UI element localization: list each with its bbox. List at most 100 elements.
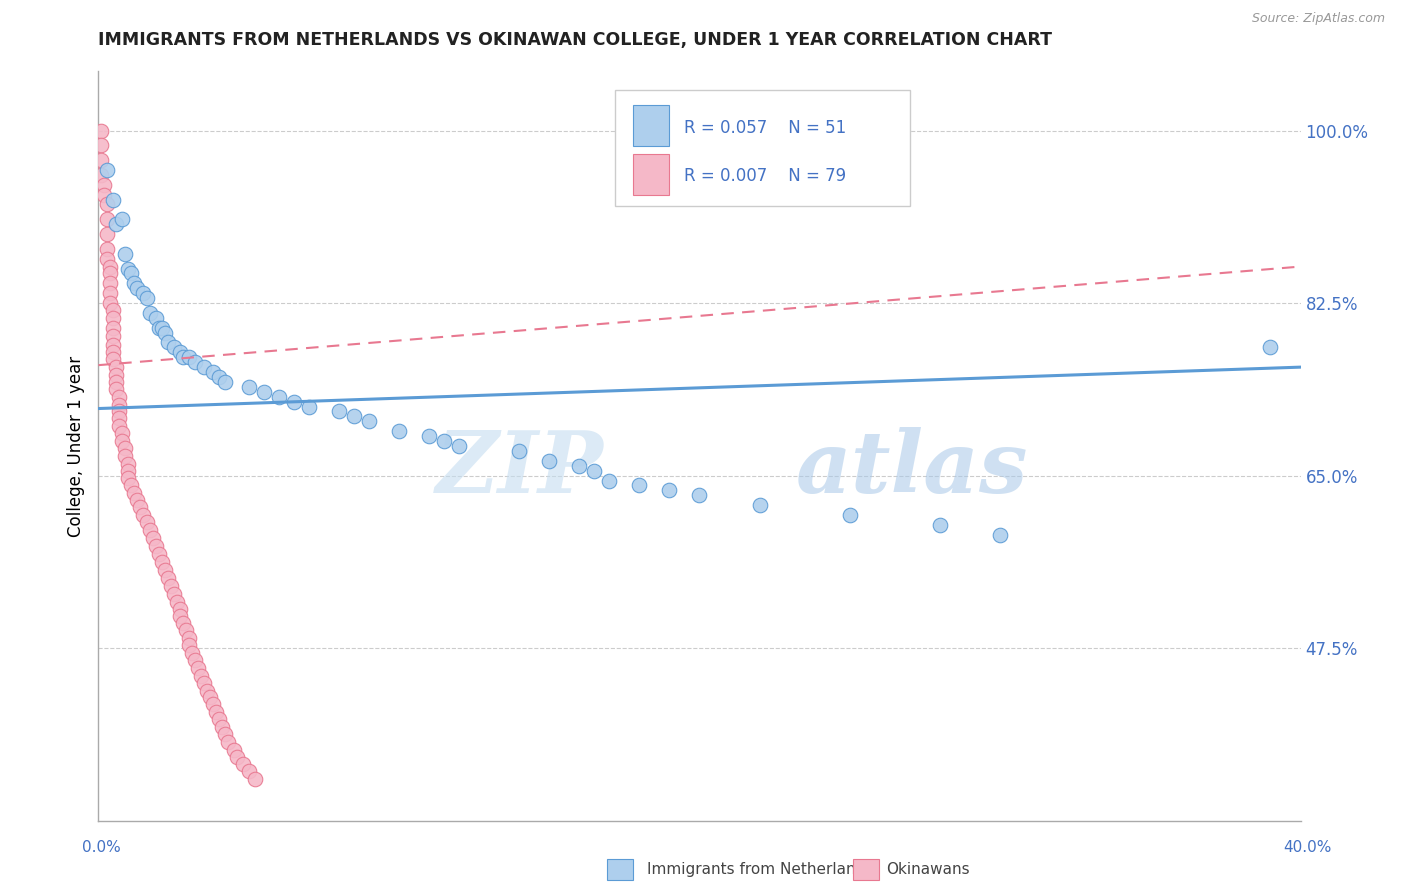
Text: ZIP: ZIP: [436, 426, 603, 510]
Point: [108, 398, 131, 412]
Point: [108, 404, 131, 418]
Point: [121, 478, 143, 492]
Text: IMMIGRANTS FROM NETHERLANDS VS OKINAWAN COLLEGE, UNDER 1 YEAR CORRELATION CHART: IMMIGRANTS FROM NETHERLANDS VS OKINAWAN …: [98, 31, 1053, 49]
Point: [208, 712, 231, 726]
Point: [748, 498, 770, 512]
Point: [103, 338, 125, 352]
Point: [93, 187, 115, 202]
Point: [90, 168, 112, 182]
Point: [689, 488, 711, 502]
Point: [111, 212, 134, 227]
Point: [838, 508, 860, 522]
Point: [169, 601, 191, 615]
Point: [1260, 340, 1282, 354]
Point: [447, 439, 470, 453]
Text: R = 0.057    N = 51: R = 0.057 N = 51: [683, 119, 846, 136]
Point: [90, 123, 112, 137]
Point: [177, 351, 200, 365]
Point: [214, 375, 236, 389]
Point: [105, 217, 128, 231]
Point: [150, 555, 173, 569]
Point: [103, 320, 125, 334]
Point: [508, 444, 530, 458]
Point: [162, 340, 184, 354]
Point: [129, 500, 152, 515]
Point: [96, 212, 118, 227]
Point: [117, 470, 139, 484]
Point: [328, 404, 350, 418]
Point: [568, 458, 591, 473]
Point: [217, 735, 239, 749]
Point: [195, 683, 218, 698]
Point: [283, 394, 305, 409]
Point: [193, 675, 215, 690]
Y-axis label: College, Under 1 year: College, Under 1 year: [67, 355, 86, 537]
FancyBboxPatch shape: [633, 105, 669, 146]
Point: [298, 400, 321, 414]
Point: [132, 286, 155, 301]
Point: [132, 508, 155, 522]
Point: [108, 390, 131, 404]
Point: [538, 454, 561, 468]
Point: [150, 320, 173, 334]
Point: [583, 464, 606, 478]
Point: [127, 281, 149, 295]
Point: [169, 345, 191, 359]
Point: [238, 764, 260, 779]
Point: [388, 424, 411, 438]
Point: [103, 352, 125, 367]
Point: [148, 320, 170, 334]
Point: [96, 242, 118, 256]
Point: [267, 390, 290, 404]
Point: [138, 306, 160, 320]
Point: [162, 587, 184, 601]
Point: [357, 414, 380, 428]
Text: Source: ZipAtlas.com: Source: ZipAtlas.com: [1251, 12, 1385, 25]
Point: [193, 360, 215, 375]
Point: [100, 260, 122, 274]
Point: [153, 563, 176, 577]
Point: [100, 277, 122, 291]
Text: Immigrants from Netherlands: Immigrants from Netherlands: [647, 863, 873, 877]
Text: atlas: atlas: [796, 426, 1028, 510]
Point: [90, 138, 112, 153]
Point: [172, 616, 194, 631]
Point: [96, 227, 118, 241]
Point: [100, 286, 122, 301]
Point: [117, 261, 139, 276]
Point: [225, 749, 247, 764]
Point: [111, 426, 134, 441]
Point: [90, 153, 112, 167]
Point: [169, 608, 191, 623]
Point: [114, 441, 136, 455]
Point: [124, 486, 146, 500]
Point: [187, 661, 209, 675]
Point: [929, 517, 952, 532]
Point: [211, 720, 233, 734]
Point: [117, 464, 139, 478]
Point: [111, 434, 134, 448]
Point: [105, 368, 128, 382]
Point: [177, 638, 200, 652]
FancyBboxPatch shape: [616, 90, 910, 206]
Point: [135, 515, 157, 529]
Point: [232, 757, 254, 772]
Point: [100, 296, 122, 310]
Point: [183, 653, 205, 667]
Point: [105, 375, 128, 389]
Point: [201, 365, 224, 379]
Text: R = 0.007    N = 79: R = 0.007 N = 79: [683, 168, 846, 186]
Point: [433, 434, 456, 448]
Point: [108, 419, 131, 434]
Text: Okinawans: Okinawans: [886, 863, 969, 877]
Point: [204, 705, 226, 719]
Point: [96, 197, 118, 211]
Point: [145, 310, 167, 325]
Point: [127, 493, 149, 508]
Point: [988, 527, 1011, 541]
Point: [253, 384, 276, 399]
Point: [103, 345, 125, 359]
Point: [124, 277, 146, 291]
Point: [117, 457, 139, 471]
Point: [153, 326, 176, 340]
